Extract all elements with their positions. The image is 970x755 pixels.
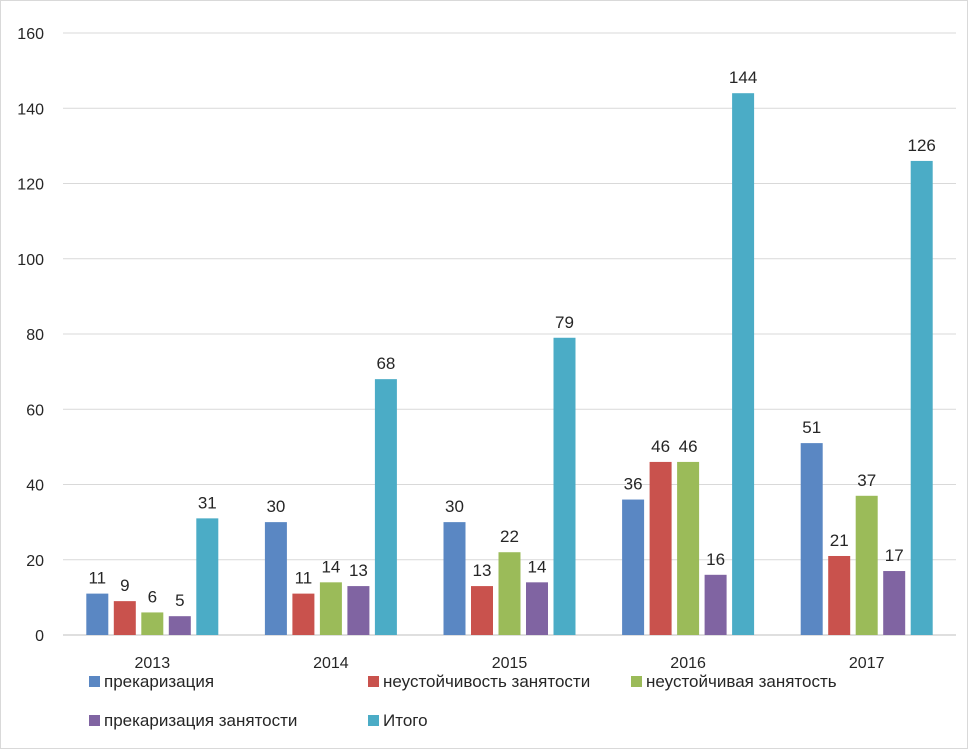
y-tick-label: 120: [17, 177, 44, 194]
legend-label: прекаризация занятости: [104, 711, 297, 730]
y-tick-label: 140: [17, 101, 44, 118]
data-label: 5: [175, 591, 184, 610]
data-label: 31: [198, 493, 217, 512]
legend-swatch: [89, 676, 100, 687]
data-label: 30: [445, 497, 464, 516]
data-label: 11: [295, 569, 313, 588]
data-label: 126: [908, 136, 936, 155]
bar: [374, 379, 397, 635]
bar: [800, 443, 823, 635]
data-label: 79: [555, 313, 574, 332]
y-tick-label: 20: [26, 553, 44, 570]
data-label: 30: [266, 497, 285, 516]
y-tick-label: 160: [17, 26, 44, 43]
bar: [168, 616, 191, 635]
x-tick-label: 2014: [313, 655, 349, 672]
data-label: 51: [802, 418, 821, 437]
legend-swatch: [631, 676, 642, 687]
bar: [677, 461, 700, 635]
bar: [443, 522, 466, 635]
data-label: 14: [528, 557, 547, 576]
legend-label: Итого: [383, 711, 428, 730]
bar: [649, 461, 672, 635]
data-label: 46: [651, 437, 670, 456]
bar: [292, 593, 315, 635]
legend-swatch: [89, 715, 100, 726]
data-label: 13: [473, 561, 492, 580]
data-label: 46: [679, 437, 698, 456]
data-label: 13: [349, 561, 368, 580]
x-tick-label: 2016: [670, 655, 706, 672]
bar: [141, 612, 164, 635]
bar: [855, 495, 878, 635]
data-label: 36: [624, 475, 643, 494]
bar: [113, 601, 136, 635]
bar: [498, 552, 521, 635]
legend-swatch: [368, 715, 379, 726]
data-label: 17: [885, 546, 904, 565]
y-tick-label: 0: [35, 628, 44, 645]
data-label: 68: [376, 354, 395, 373]
data-label: 22: [500, 527, 519, 546]
data-label: 14: [321, 557, 340, 576]
bar: [526, 582, 548, 635]
data-label: 37: [857, 471, 876, 490]
bar: [732, 93, 755, 635]
data-label: 16: [706, 550, 725, 569]
y-tick-label: 100: [17, 252, 44, 269]
bar: [347, 586, 370, 635]
x-axis-ticks: 2013 2014 2015 2016 2017: [135, 655, 885, 672]
legend-label: неустойчивость занятости: [383, 672, 590, 691]
data-label: 11: [88, 569, 106, 588]
bar: [264, 522, 287, 635]
bar: [704, 574, 727, 635]
bars: [86, 93, 933, 636]
y-tick-label: 80: [26, 327, 44, 344]
legend-label: неустойчивая занятость: [646, 672, 837, 691]
x-tick-label: 2015: [492, 655, 528, 672]
legend-label: прекаризация: [104, 672, 214, 691]
bar: [196, 518, 219, 635]
y-axis-ticks: 0 20 40 60 80 100 120 140 160: [17, 26, 44, 645]
bar: [622, 499, 645, 635]
data-label: 9: [120, 576, 129, 595]
bar: [883, 571, 906, 635]
legend-swatch: [368, 676, 379, 687]
bar: [828, 555, 851, 635]
bar: [86, 593, 109, 635]
data-label: 144: [729, 68, 757, 87]
y-tick-label: 40: [26, 478, 44, 495]
bar: [319, 582, 342, 635]
bar: [471, 586, 493, 635]
bar: [553, 337, 576, 635]
data-label: 6: [148, 587, 157, 606]
x-tick-label: 2017: [849, 655, 885, 672]
y-tick-label: 60: [26, 402, 44, 419]
data-label: 21: [830, 531, 849, 550]
legend: прекаризация неустойчивость занятости неус…: [89, 672, 837, 730]
x-tick-label: 2013: [135, 655, 171, 672]
data-labels: 11 96 5 31 30 11 14 13 68 30 13 22 14 79 36 46 46 16 144 51…: [88, 68, 935, 610]
bar: [910, 160, 933, 636]
